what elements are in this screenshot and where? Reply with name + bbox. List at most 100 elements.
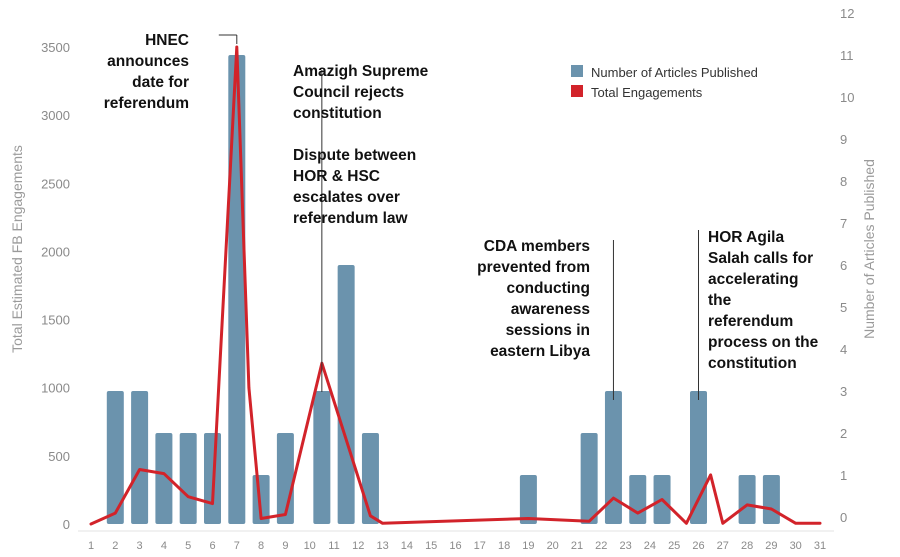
x-tick-label: 6 (209, 540, 215, 552)
line-point (637, 512, 639, 514)
y-tick-label: 2500 (41, 176, 70, 191)
line-point (236, 46, 238, 48)
y-tick-label: 500 (48, 449, 70, 464)
x-tick-label: 2 (112, 540, 118, 552)
annotation-text: constitution (708, 355, 797, 372)
line-point (369, 515, 372, 517)
annotation-text: CDA members (484, 238, 590, 255)
y2-tick-label: 2 (840, 426, 847, 441)
legend-label-engagements: Total Engagements (591, 85, 703, 100)
annotation-text: accelerating (708, 271, 798, 288)
x-tick-label: 16 (449, 540, 461, 552)
y2-tick-label: 11 (840, 48, 854, 63)
x-tick-label: 3 (137, 540, 143, 552)
y2-tick-label: 5 (840, 300, 847, 315)
y-axis-title: Total Estimated FB Engagements (9, 145, 25, 353)
x-tick-label: 11 (328, 540, 339, 552)
annotation-text: Dispute between (293, 147, 416, 164)
annotation-text: constitution (293, 105, 382, 122)
x-tick-label: 28 (741, 540, 753, 552)
line-series (89, 45, 822, 526)
bar (580, 433, 598, 524)
bar (762, 475, 780, 524)
annotation-text: awareness (511, 301, 590, 318)
line-point (114, 512, 116, 514)
x-tick-label: 9 (282, 540, 288, 552)
x-tick-label: 24 (644, 540, 656, 552)
legend-swatch-articles (571, 65, 583, 77)
bar (361, 433, 379, 524)
y2-tick-label: 9 (840, 132, 847, 147)
x-tick-label: 17 (474, 540, 486, 552)
y2-tick-label: 7 (840, 216, 847, 231)
line-point (187, 496, 189, 498)
legend: Number of Articles Published Total Engag… (571, 65, 758, 100)
line-point (284, 513, 286, 516)
line-point (211, 502, 214, 505)
bar (604, 391, 622, 524)
line-point (795, 522, 797, 524)
y2-tick-label: 0 (840, 510, 847, 525)
annotation-text: HOR Agila (708, 229, 784, 246)
line-point (770, 508, 773, 510)
y-tick-label: 2000 (41, 244, 70, 259)
x-tick-label: 27 (717, 540, 729, 552)
annotation-text: date for (132, 74, 189, 91)
annotation-text: sessions in (506, 322, 590, 339)
annotation-text: Amazigh Supreme (293, 63, 429, 80)
x-tick-label: 29 (765, 540, 777, 552)
bar (106, 391, 124, 524)
y-tick-label: 0 (63, 517, 70, 532)
annotation-text: announces (107, 53, 189, 70)
line-point (382, 522, 384, 524)
bar (179, 433, 197, 524)
x-tick-label: 23 (619, 540, 631, 552)
bar (228, 55, 246, 524)
x-tick-label: 4 (161, 540, 167, 552)
annotation-text: referendum (708, 313, 793, 330)
annotation-text: conducting (506, 280, 590, 297)
x-tick-label: 26 (692, 540, 704, 552)
x-tick-label: 22 (595, 540, 607, 552)
y2-tick-label: 8 (840, 174, 847, 189)
bar (337, 265, 355, 524)
x-tick-label: 30 (790, 540, 802, 552)
annotation-text: eastern Libya (490, 343, 590, 360)
y2-tick-label: 4 (840, 342, 847, 357)
line-point (260, 517, 262, 520)
annotation-text: prevented from (477, 259, 590, 276)
line-point (248, 387, 250, 389)
y-tick-label: 3000 (41, 108, 70, 123)
legend-label-articles: Number of Articles Published (591, 65, 758, 80)
annotation-text: the (708, 292, 732, 309)
line-point (139, 468, 141, 471)
bar (131, 391, 149, 524)
y-tick-label: 1000 (41, 381, 70, 396)
axes: 0500100015002000250030003500012345678910… (41, 6, 854, 552)
annotation-text: escalates over (293, 189, 400, 206)
x-tick-label: 15 (425, 540, 437, 552)
x-tick-label: 1 (88, 540, 94, 552)
annotation-text: process on the (708, 334, 819, 351)
line-point (746, 504, 748, 506)
line-point (163, 472, 165, 475)
bar (155, 433, 173, 524)
annotation-text: HNEC (145, 32, 189, 49)
y2-tick-label: 12 (840, 6, 854, 21)
x-tick-label: 14 (401, 540, 413, 552)
line-point (685, 522, 687, 524)
y2-tick-label: 3 (840, 384, 847, 399)
bar (313, 391, 331, 524)
bar (738, 475, 756, 524)
y2-axis-title: Number of Articles Published (861, 159, 877, 339)
x-tick-label: 13 (376, 540, 388, 552)
annotation-text: Council rejects (293, 84, 404, 101)
x-tick-label: 5 (185, 540, 191, 552)
y-tick-label: 3500 (41, 40, 70, 55)
x-tick-label: 31 (814, 540, 826, 552)
annotation-text: Salah calls for (708, 250, 813, 267)
bar (690, 391, 707, 524)
line-point (527, 517, 530, 520)
legend-swatch-engagements (571, 85, 583, 97)
